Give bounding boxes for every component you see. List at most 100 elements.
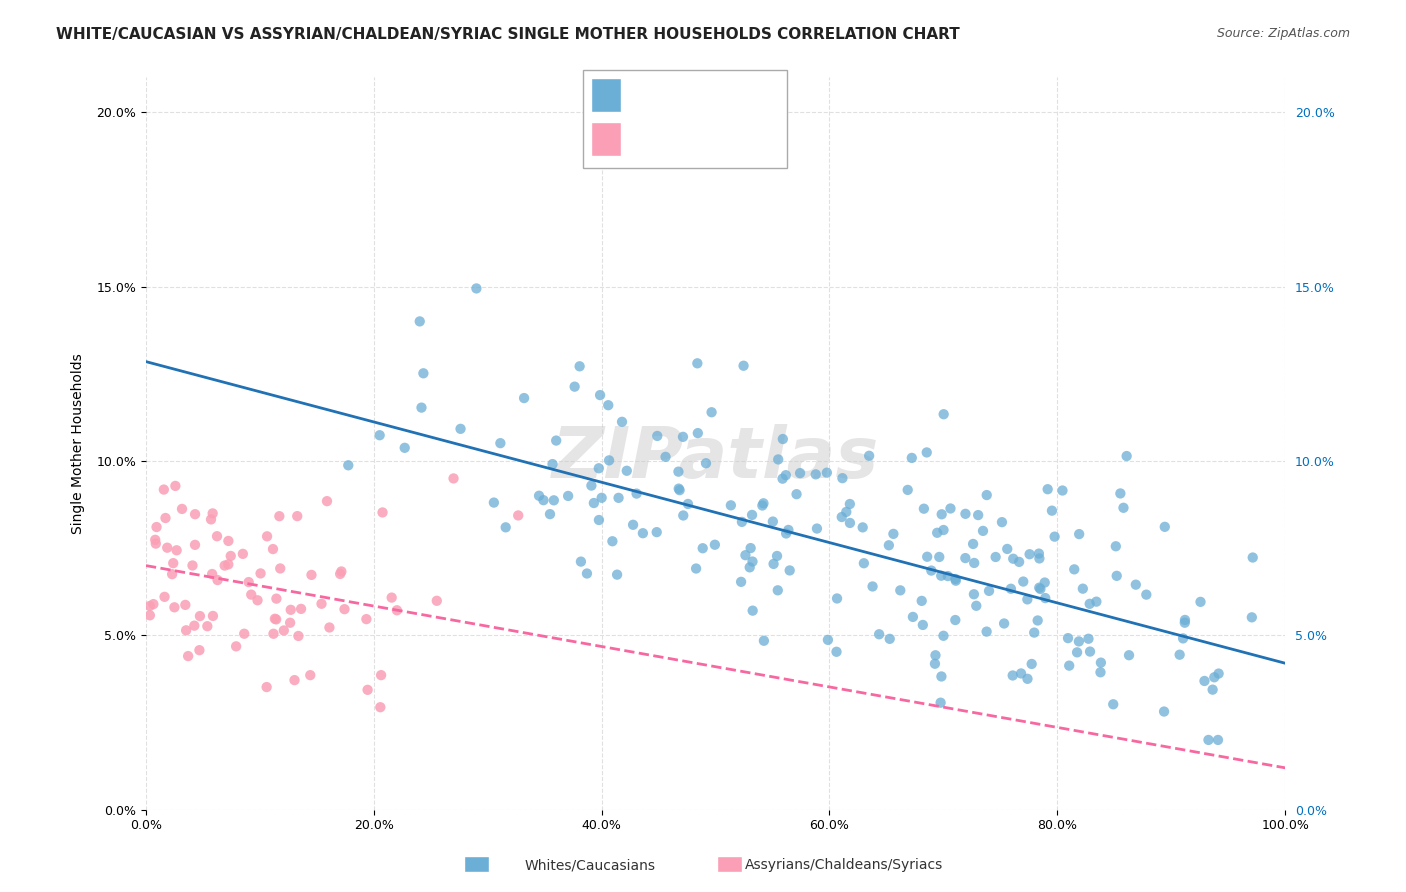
Point [1000, 582, 1022, 596]
Point [606, 567, 628, 582]
Point [963, 587, 986, 601]
Point [598, 453, 620, 467]
Point [1078, 644, 1101, 658]
Point [1057, 658, 1080, 673]
Point [174, 624, 197, 638]
Point [621, 517, 644, 532]
Point [672, 508, 695, 523]
Point [219, 549, 242, 563]
Point [984, 549, 1007, 564]
Point [897, 483, 920, 497]
Point [762, 557, 785, 571]
Point [901, 450, 924, 465]
Point [155, 511, 177, 525]
Point [858, 449, 880, 463]
Point [1171, 632, 1194, 646]
Point [703, 538, 725, 552]
Point [741, 604, 763, 618]
Point [1052, 483, 1074, 498]
Point [852, 556, 875, 570]
Point [976, 488, 998, 502]
Point [1118, 648, 1140, 663]
Point [356, 612, 378, 626]
Point [333, 602, 356, 616]
Point [862, 579, 884, 593]
Point [582, 496, 605, 510]
Point [831, 510, 853, 524]
Point [1240, 610, 1263, 624]
Point [839, 516, 862, 530]
Point [356, 682, 378, 697]
Point [368, 700, 391, 714]
Point [668, 482, 690, 496]
Point [1109, 486, 1132, 500]
Point [838, 497, 860, 511]
Point [936, 569, 959, 583]
Point [991, 515, 1014, 529]
Point [686, 426, 709, 441]
Point [495, 520, 517, 534]
Point [738, 560, 761, 574]
Point [450, 422, 472, 436]
Point [232, 547, 254, 561]
Point [695, 456, 717, 470]
Text: N =: N = [721, 134, 755, 148]
Point [1153, 705, 1175, 719]
Point [217, 533, 239, 548]
Point [977, 583, 1000, 598]
Point [1105, 539, 1128, 553]
Point [426, 594, 449, 608]
Point [588, 513, 610, 527]
Point [920, 564, 942, 578]
Point [385, 603, 408, 617]
Point [1028, 551, 1050, 566]
Point [631, 526, 654, 541]
Point [1069, 527, 1091, 541]
Point [772, 432, 794, 446]
Point [993, 616, 1015, 631]
Point [591, 491, 613, 505]
Point [915, 549, 938, 564]
Point [789, 466, 811, 480]
Point [786, 487, 808, 501]
Point [569, 555, 592, 569]
Point [249, 566, 271, 581]
Point [1029, 582, 1052, 596]
Point [654, 450, 676, 464]
Point [162, 556, 184, 570]
Point [733, 359, 755, 373]
Point [262, 542, 284, 557]
Point [741, 555, 763, 569]
Point [299, 668, 322, 682]
Point [200, 512, 222, 526]
Point [163, 600, 186, 615]
Point [269, 509, 291, 524]
Point [740, 541, 762, 555]
Point [1036, 482, 1059, 496]
Point [188, 643, 211, 657]
Point [489, 436, 512, 450]
Point [538, 507, 561, 521]
Point [1153, 520, 1175, 534]
Point [1102, 698, 1125, 712]
Point [751, 499, 773, 513]
Point [692, 541, 714, 556]
Point [766, 549, 789, 563]
Point [766, 583, 789, 598]
Point [1168, 648, 1191, 662]
Point [868, 627, 890, 641]
Point [581, 478, 603, 492]
Point [602, 534, 624, 549]
Point [825, 645, 848, 659]
Point [181, 558, 204, 573]
Point [318, 620, 340, 634]
Point [177, 649, 200, 664]
Point [1028, 547, 1050, 561]
Point [1018, 547, 1040, 561]
Point [368, 428, 391, 442]
Point [371, 505, 394, 519]
Point [145, 520, 167, 534]
Point [256, 680, 278, 694]
Point [513, 391, 536, 405]
Point [214, 558, 236, 573]
